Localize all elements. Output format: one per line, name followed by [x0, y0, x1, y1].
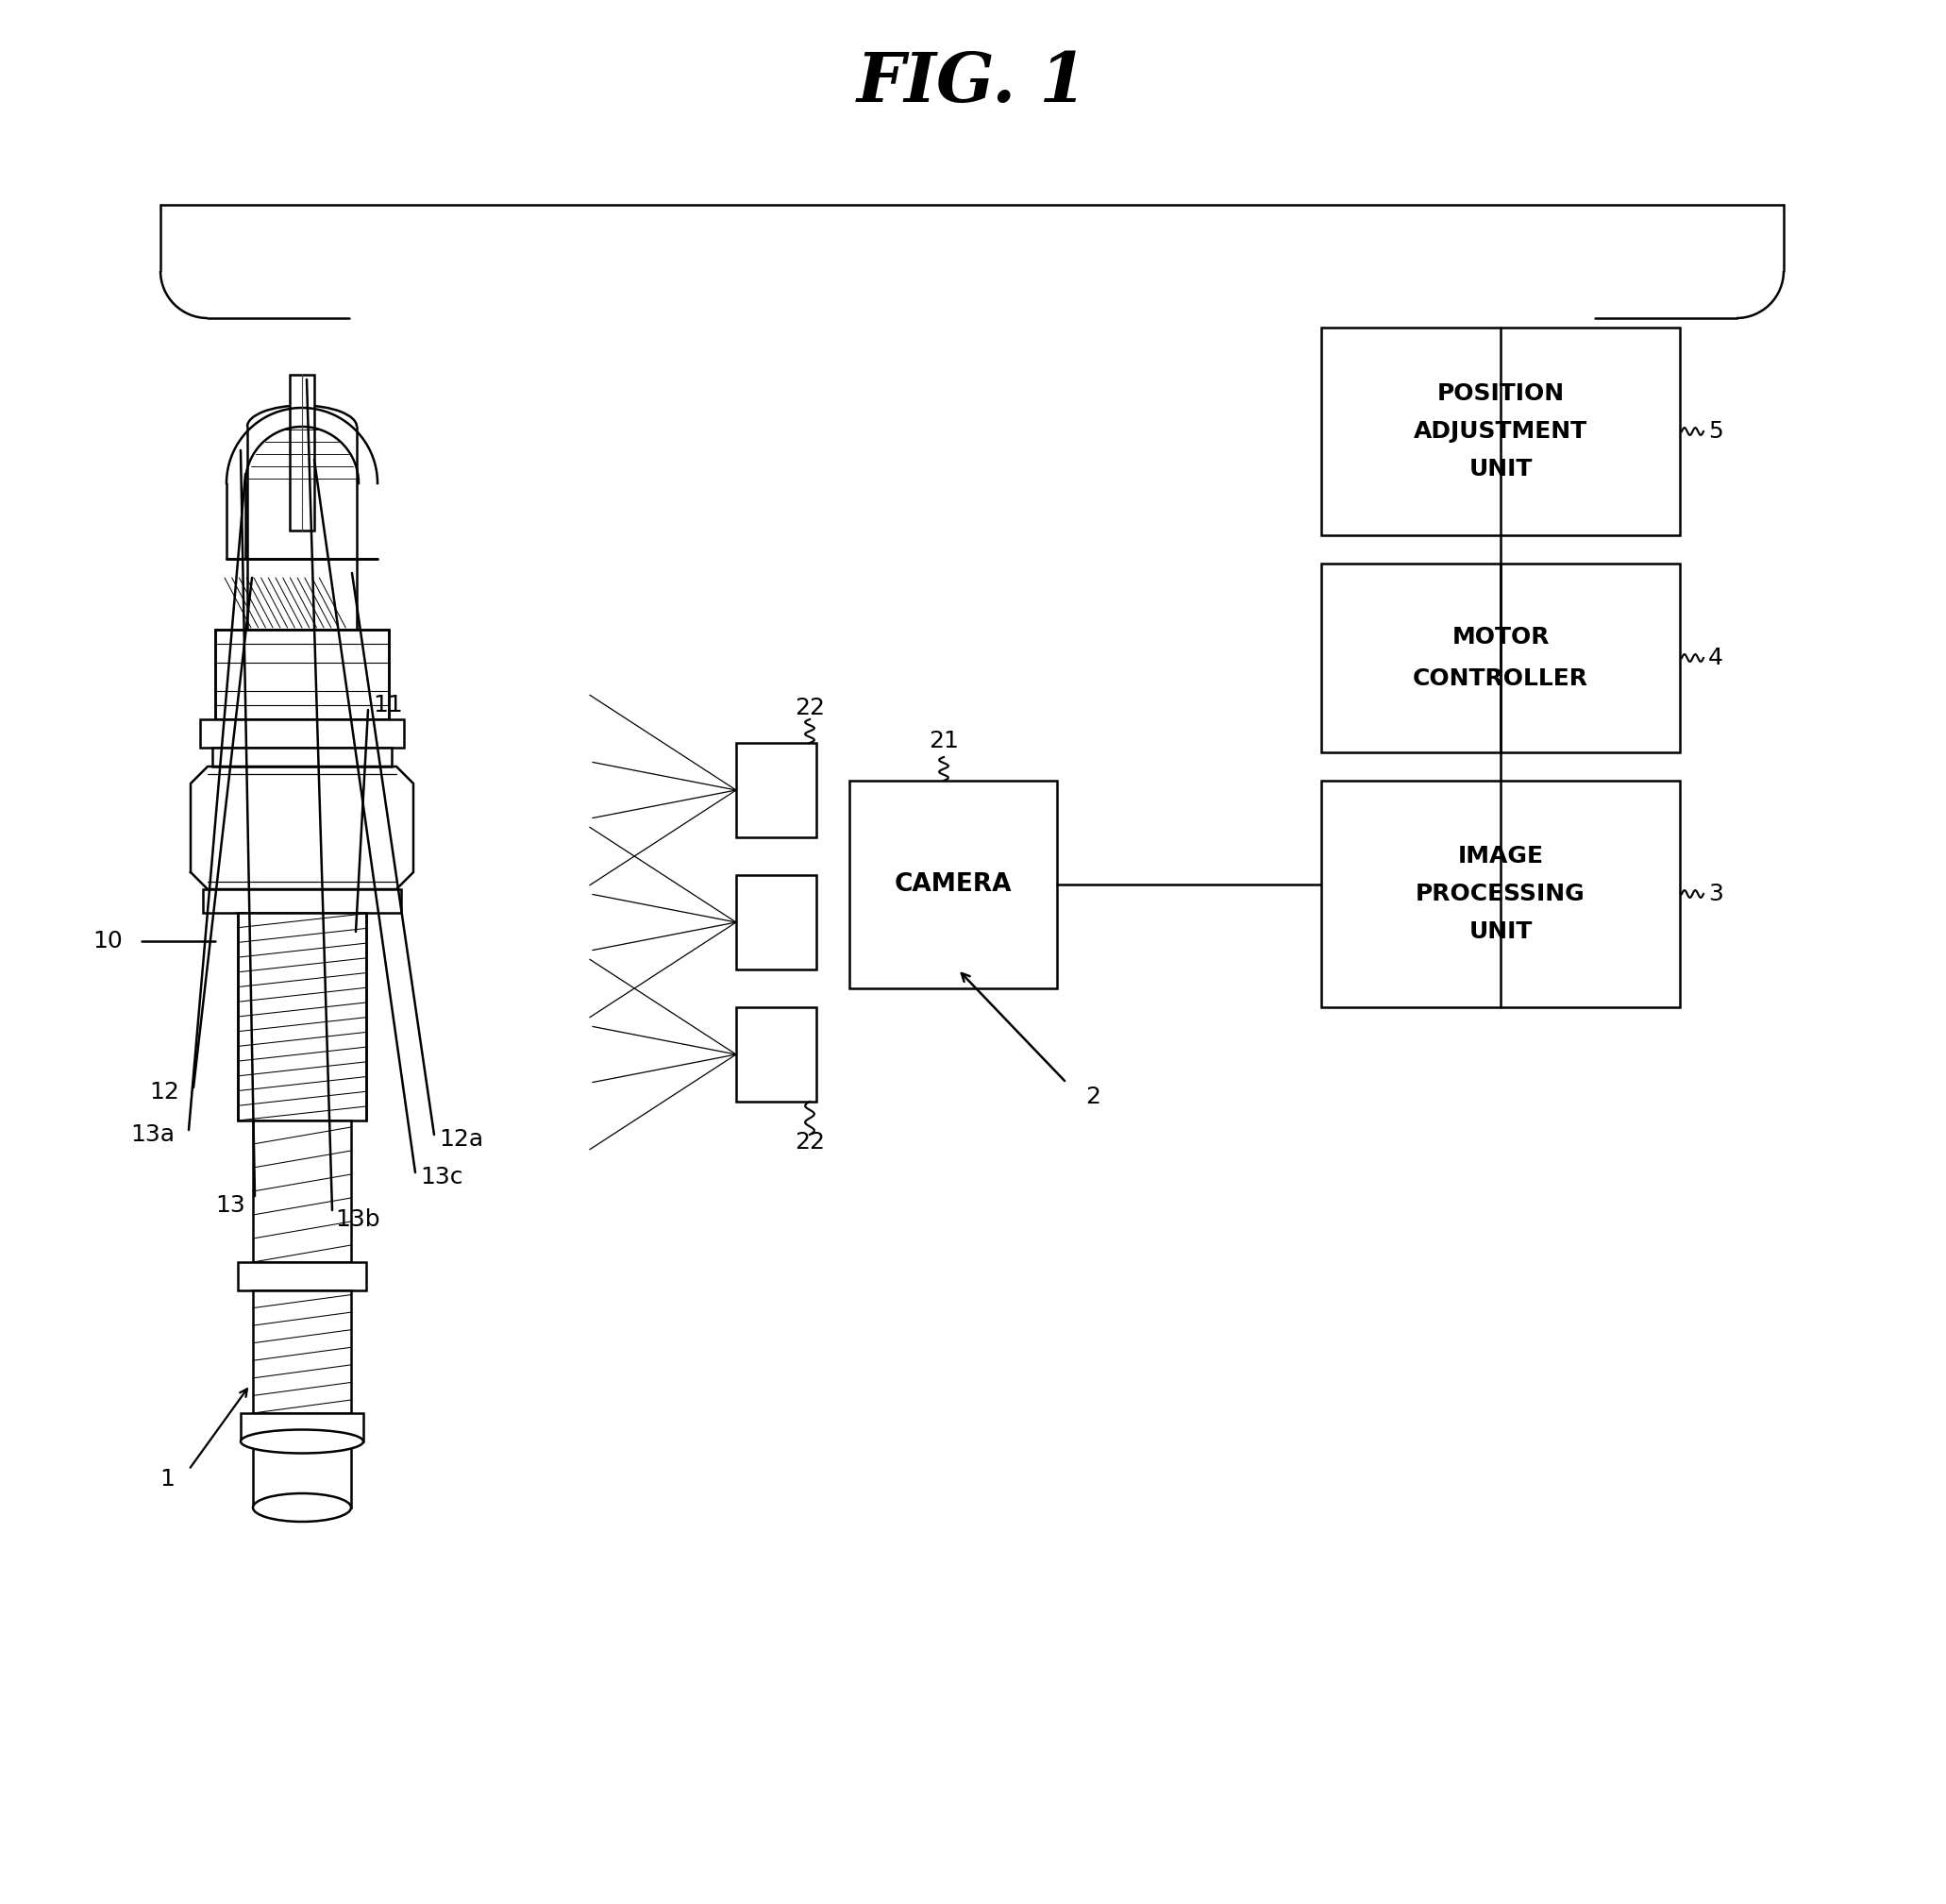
Text: CONTROLLER: CONTROLLER [1413, 668, 1588, 689]
Text: 13a: 13a [130, 1123, 175, 1146]
Text: 12a: 12a [440, 1127, 483, 1150]
Text: 11: 11 [374, 693, 403, 716]
Bar [736, 1007, 815, 1102]
Ellipse shape [253, 1493, 350, 1521]
Bar [290, 375, 313, 531]
Text: FIG. 1: FIG. 1 [856, 50, 1088, 116]
Text: 13: 13 [216, 1194, 245, 1217]
Text: MOTOR: MOTOR [1452, 626, 1549, 649]
Bar [1321, 564, 1679, 752]
Bar [253, 1120, 350, 1262]
Text: UNIT: UNIT [1469, 920, 1532, 942]
Text: 5: 5 [1709, 421, 1722, 444]
Text: 13b: 13b [335, 1209, 379, 1232]
Bar [1321, 327, 1679, 535]
Bar [237, 912, 366, 1120]
Bar [200, 720, 405, 748]
Bar [736, 876, 815, 969]
Text: UNIT: UNIT [1469, 457, 1532, 480]
Text: POSITION: POSITION [1436, 383, 1565, 406]
Text: IMAGE: IMAGE [1458, 845, 1543, 868]
Text: PROCESSING: PROCESSING [1417, 883, 1586, 904]
Text: CAMERA: CAMERA [895, 872, 1012, 897]
Text: 4: 4 [1709, 647, 1724, 670]
Text: 3: 3 [1709, 883, 1722, 904]
Polygon shape [191, 767, 413, 889]
Text: 10: 10 [93, 929, 123, 952]
Bar [216, 630, 389, 720]
Text: 12: 12 [150, 1081, 179, 1104]
Bar [202, 889, 401, 912]
Bar [241, 1413, 364, 1441]
Text: 22: 22 [794, 1131, 825, 1154]
Text: 1: 1 [160, 1468, 175, 1491]
Text: 22: 22 [794, 697, 825, 720]
Bar [253, 1441, 350, 1508]
Bar [736, 743, 815, 838]
Text: 21: 21 [928, 729, 959, 752]
Ellipse shape [241, 1430, 364, 1453]
Bar [237, 1262, 366, 1291]
Bar [212, 748, 391, 767]
Text: ADJUSTMENT: ADJUSTMENT [1413, 421, 1588, 444]
Text: 2: 2 [1086, 1085, 1099, 1108]
Bar [253, 1291, 350, 1413]
Bar [848, 781, 1057, 988]
Text: 13c: 13c [420, 1165, 463, 1188]
Bar [1321, 781, 1679, 1007]
